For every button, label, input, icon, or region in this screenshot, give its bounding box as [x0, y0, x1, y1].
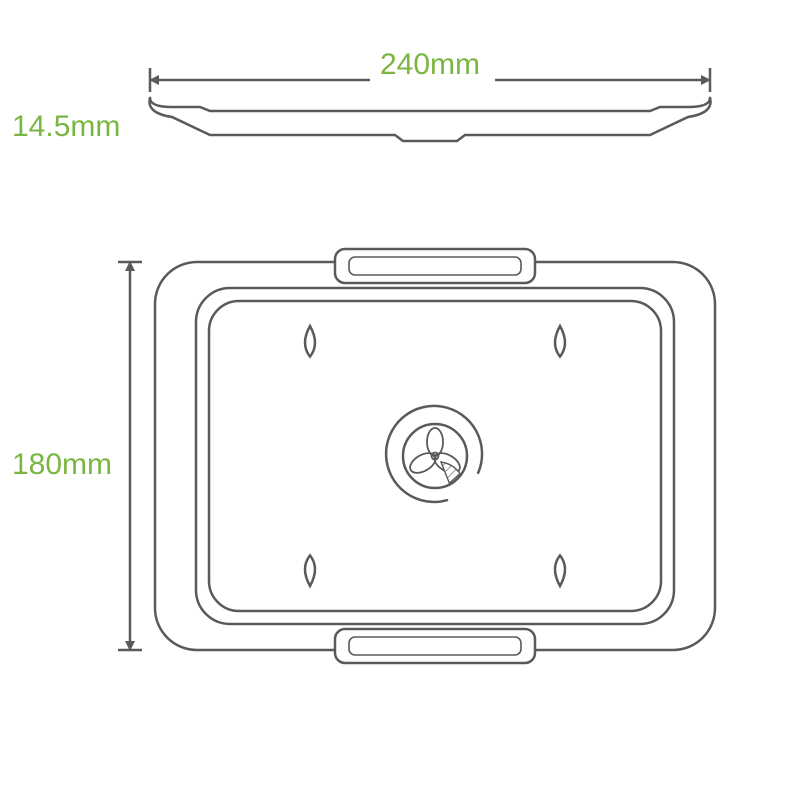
lid-tab-top	[335, 249, 535, 283]
width-label: 240mm	[380, 48, 480, 81]
center-logo	[386, 406, 482, 502]
side-profile-bottom	[149, 98, 710, 141]
thickness-label: 14.5mm	[12, 110, 120, 143]
height-label: 180mm	[12, 448, 112, 481]
lid-tab-bottom	[335, 629, 535, 663]
side-profile-top	[150, 98, 710, 111]
lid-pin-2	[555, 326, 565, 357]
lid-pin-3	[305, 555, 315, 586]
lid-pin-1	[305, 326, 315, 357]
lid-pin-4	[555, 555, 565, 586]
